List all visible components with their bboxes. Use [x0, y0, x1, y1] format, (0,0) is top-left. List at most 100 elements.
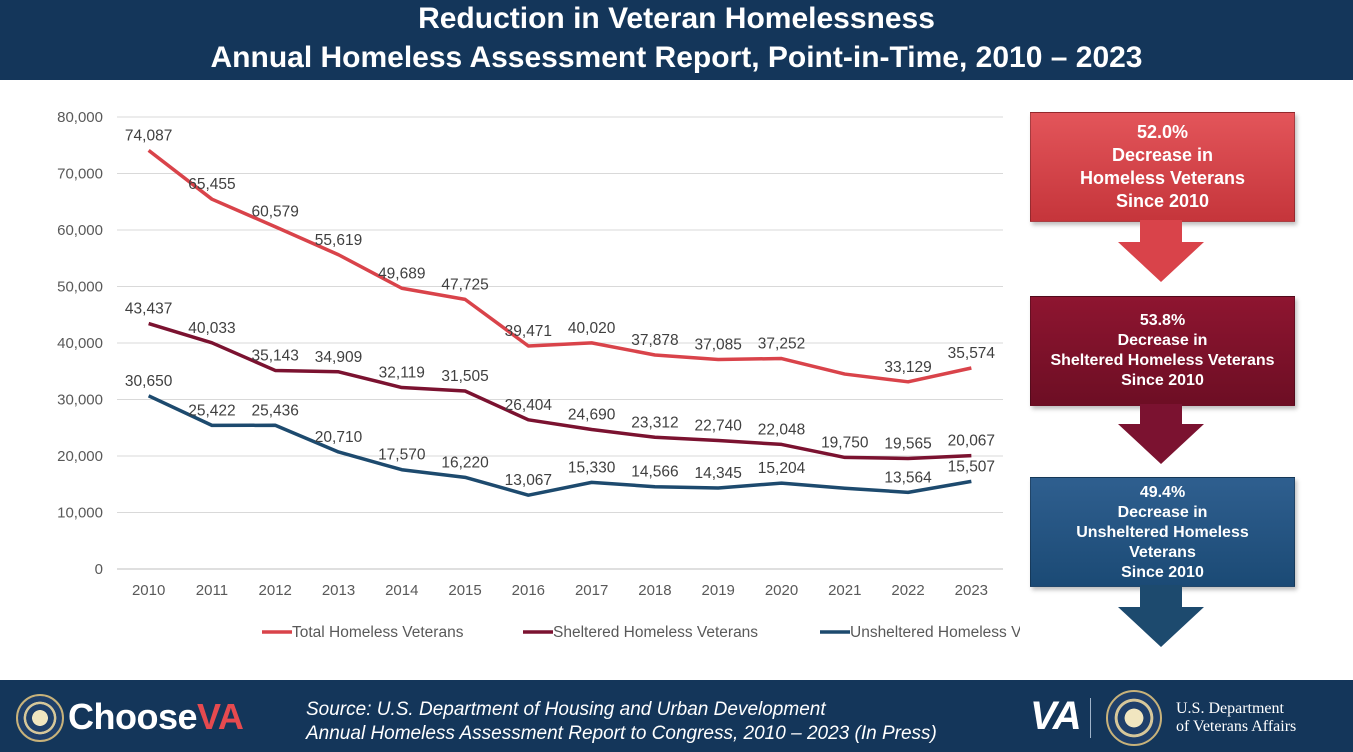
callout-total-since: Since 2010 [1115, 191, 1210, 211]
data-label: 25,436 [252, 402, 299, 419]
department-name-line1: U.S. Department [1176, 700, 1284, 717]
data-label: 40,033 [188, 320, 235, 337]
data-label: 13,564 [884, 469, 932, 486]
data-label: 37,085 [695, 336, 742, 353]
legend-label: Total Homeless Veterans [292, 624, 464, 641]
y-tick-label: 80,000 [57, 109, 103, 126]
data-label: 15,507 [948, 458, 995, 475]
x-tick-label: 2016 [512, 582, 545, 599]
x-tick-label: 2015 [448, 582, 481, 599]
data-label: 37,252 [758, 336, 805, 353]
x-tick-label: 2020 [765, 582, 798, 599]
x-tick-label: 2019 [702, 582, 735, 599]
y-tick-label: 70,000 [57, 166, 103, 183]
data-label: 13,067 [505, 472, 552, 489]
callout-unsheltered: 49.4% Decrease in Unsheltered Homeless V… [1030, 477, 1295, 647]
callout-unsheltered-box: 49.4% Decrease in Unsheltered Homeless V… [1030, 477, 1295, 587]
data-label: 47,725 [441, 276, 488, 293]
data-label: 33,129 [884, 359, 931, 376]
x-tick-label: 2022 [891, 582, 924, 599]
legend-label: Unsheltered Homeless Veterans [850, 624, 1020, 641]
data-label: 49,689 [378, 265, 425, 282]
x-tick-label: 2011 [196, 582, 228, 599]
department-name[interactable]: U.S. Department of Veterans Affairs [1176, 700, 1296, 736]
data-label: 15,204 [758, 460, 806, 477]
data-label: 20,710 [315, 429, 363, 446]
y-tick-label: 60,000 [57, 222, 103, 239]
divider [1090, 698, 1091, 738]
callout-unsheltered-line1: Decrease in [1117, 504, 1208, 521]
callout-total-line2: Homeless Veterans [1079, 168, 1246, 188]
callout-sheltered-since: Since 2010 [1121, 372, 1204, 389]
data-label: 16,220 [441, 454, 489, 471]
data-label: 55,619 [315, 232, 362, 249]
callout-total: 52.0% Decrease in Homeless Veterans Sinc… [1030, 112, 1295, 282]
series-line-1 [147, 149, 972, 384]
y-tick-label: 50,000 [57, 279, 103, 296]
va-seal-icon [1106, 690, 1162, 746]
x-tick-label: 2014 [385, 582, 418, 599]
data-label: 74,087 [125, 127, 172, 144]
data-label: 22,740 [695, 418, 743, 435]
chart-title: Reduction in Veteran Homelessness [418, 2, 935, 35]
callout-unsheltered-since: Since 2010 [1121, 564, 1204, 581]
data-label: 19,750 [821, 434, 869, 451]
department-name-line2: of Veterans Affairs [1176, 718, 1297, 735]
chart-subtitle: Annual Homeless Assessment Report, Point… [210, 41, 1143, 74]
down-arrow-icon [1118, 585, 1204, 647]
data-label: 23,312 [631, 414, 678, 431]
series-line-2 [148, 321, 972, 461]
data-label: 40,020 [568, 320, 616, 337]
y-tick-label: 0 [95, 561, 103, 578]
callout-sheltered-line1: Decrease in [1117, 332, 1208, 349]
y-tick-label: 30,000 [57, 392, 103, 409]
callout-unsheltered-percent: 49.4% [1139, 484, 1186, 501]
x-tick-label: 2018 [638, 582, 671, 599]
callout-total-box: 52.0% Decrease in Homeless Veterans Sinc… [1030, 112, 1295, 222]
data-label: 19,565 [884, 435, 931, 452]
data-label: 24,690 [568, 407, 616, 424]
x-tick-label: 2012 [259, 582, 292, 599]
callout-sheltered-percent: 53.8% [1139, 312, 1186, 329]
line-chart: 0 10,000 20,000 30,000 40,000 50,000 60,000 70,… [57, 109, 1020, 641]
data-label: 34,909 [315, 349, 362, 366]
data-label: 35,574 [948, 345, 996, 362]
x-tick-label: 2021 [828, 582, 861, 599]
callout-unsheltered-line3: Veterans [1129, 544, 1196, 561]
choose-va-suffix: VA [197, 696, 244, 737]
choose-va-prefix: Choose [68, 696, 198, 737]
x-tick-label: 2013 [322, 582, 355, 599]
x-tick-label: 2017 [575, 582, 608, 599]
data-label: 14,345 [695, 465, 742, 482]
down-arrow-icon [1118, 220, 1204, 282]
data-label: 15,330 [568, 459, 616, 476]
legend-label: Sheltered Homeless Veterans [553, 624, 758, 641]
data-label: 35,143 [252, 347, 299, 364]
data-label: 43,437 [125, 301, 172, 318]
data-label: 30,650 [125, 373, 173, 390]
data-label: 20,067 [948, 433, 995, 450]
y-tick-label: 40,000 [57, 335, 103, 352]
title-banner: Reduction in Veteran Homelessness Annual… [0, 0, 1353, 80]
data-label: 39,471 [505, 323, 552, 340]
callout-sheltered-line2: Sheltered Homeless Veterans [1050, 352, 1275, 369]
callout-sheltered-box: 53.8% Decrease in Sheltered Homeless Vet… [1030, 296, 1295, 406]
source-line-1: Source: U.S. Department of Housing and U… [306, 699, 826, 720]
data-label: 60,579 [252, 204, 299, 221]
callout-total-line1: Decrease in [1111, 145, 1214, 165]
x-tick-label: 2023 [955, 582, 988, 599]
va-seal-icon [16, 694, 64, 742]
va-logo[interactable]: VA [1030, 694, 1082, 738]
data-label: 37,878 [631, 332, 678, 349]
footer-bar: ChooseVA Source: U.S. Department of Hous… [0, 680, 1353, 752]
data-label: 14,566 [631, 464, 678, 481]
y-tick-label: 20,000 [57, 448, 103, 465]
data-label: 26,404 [505, 397, 553, 414]
data-label: 65,455 [188, 176, 235, 193]
callout-unsheltered-line2: Unsheltered Homeless [1076, 524, 1249, 541]
source-line-2: Annual Homeless Assessment Report to Con… [306, 723, 937, 744]
x-tick-label: 2010 [132, 582, 165, 599]
y-tick-label: 10,000 [57, 505, 103, 522]
data-label: 25,422 [188, 402, 235, 419]
choose-va-logo[interactable]: ChooseVA [68, 696, 244, 738]
